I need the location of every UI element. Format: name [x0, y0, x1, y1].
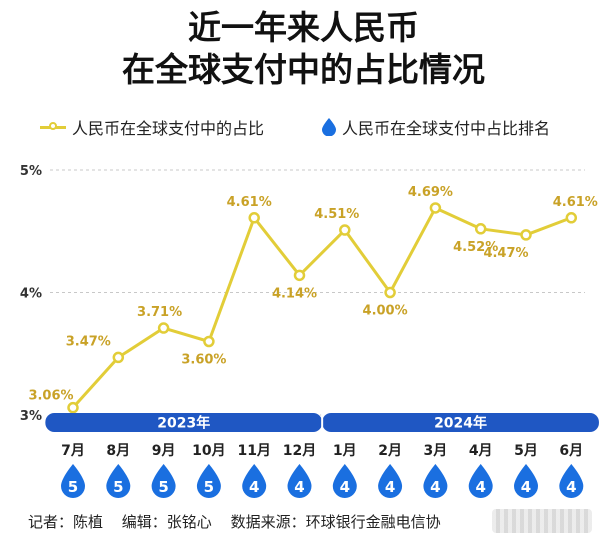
year-label: 2023年	[157, 415, 210, 432]
footer: 记者：陈植 编辑：张铭心 数据来源：环球银行金融电信协	[28, 511, 455, 532]
footer-source: 数据来源：环球银行金融电信协	[230, 513, 441, 531]
rank-value-label: 4	[340, 478, 350, 496]
rank-value-label: 4	[294, 478, 304, 496]
data-point	[157, 322, 170, 334]
data-point	[429, 202, 442, 214]
data-point	[339, 224, 351, 236]
rank-drop-marker	[151, 464, 176, 498]
rank-drop-marker	[468, 464, 493, 498]
data-point	[384, 286, 396, 299]
x-tick-label: 12月	[283, 443, 316, 459]
rank-drop-marker	[106, 464, 131, 498]
rank-value-label: 5	[158, 478, 168, 496]
data-point	[565, 212, 578, 224]
rank-value-label: 4	[385, 478, 395, 496]
x-tick-label: 10月	[192, 443, 225, 459]
rank-drop-marker	[423, 464, 448, 498]
data-label: 4.00%	[363, 304, 408, 319]
data-point	[112, 351, 125, 364]
legend-item-rank: 人民币在全球支付中占比排名	[322, 115, 550, 139]
x-tick-label: 1月	[333, 443, 357, 459]
rank-drop-marker	[287, 464, 312, 498]
y-tick-label: 5%	[20, 164, 42, 179]
year-band	[322, 413, 599, 432]
footer-editor: 编辑：张铭心	[121, 513, 212, 531]
data-label: 4.69%	[408, 185, 453, 200]
rank-value-label: 4	[249, 478, 259, 496]
footer-reporter: 记者：陈植	[28, 513, 104, 531]
legend-share-label: 人民币在全球支付中的占比	[72, 119, 265, 138]
data-label: 3.06%	[28, 389, 73, 404]
legend-item-share: 人民币在全球支付中的占比	[40, 115, 264, 139]
data-label: 4.51%	[314, 207, 359, 222]
rank-drop-marker	[61, 464, 85, 498]
year-label: 2024年	[434, 415, 487, 432]
series-line-share	[71, 206, 572, 409]
y-tick-label: 4%	[20, 287, 42, 302]
data-label: 3.47%	[66, 334, 111, 349]
chart-title-line-2: 在全球支付中的占比情况	[122, 50, 485, 89]
data-point	[293, 269, 306, 282]
x-tick-label: 5月	[514, 443, 538, 459]
rank-value-label: 5	[113, 478, 123, 496]
legend-rank-label: 人民币在全球支付中占比排名	[342, 119, 551, 138]
x-tick-label: 2月	[378, 443, 402, 459]
data-point	[248, 212, 260, 224]
watermark	[492, 509, 592, 533]
data-point	[203, 335, 215, 348]
data-label: 4.61%	[553, 195, 598, 210]
legend: 人民币在全球支付中的占比 人民币在全球支付中占比排名	[0, 115, 607, 139]
data-point	[474, 223, 487, 235]
x-tick-label: 7月	[61, 443, 85, 459]
data-label: 3.60%	[181, 353, 226, 368]
x-tick-label: 3月	[424, 443, 448, 459]
legend-line-marker	[40, 121, 66, 130]
data-label: 3.71%	[137, 305, 182, 320]
rank-value-label: 4	[475, 478, 485, 496]
rank-value-label: 4	[521, 478, 531, 496]
data-label: 4.14%	[272, 286, 317, 301]
x-tick-label: 9月	[152, 443, 176, 459]
chart-title-line-1: 近一年来人民币	[188, 8, 419, 47]
drop-icon	[322, 118, 336, 136]
data-label: 4.61%	[227, 195, 272, 210]
rank-value-label: 5	[204, 478, 214, 496]
rank-drop-marker	[242, 464, 267, 499]
data-point	[67, 401, 79, 414]
rank-drop-marker	[332, 464, 357, 498]
x-tick-label: 8月	[106, 443, 130, 459]
x-tick-label: 6月	[559, 443, 583, 459]
rank-drop-marker	[196, 464, 221, 498]
x-tick-label: 4月	[469, 443, 493, 459]
rank-value-label: 4	[430, 478, 440, 496]
rank-value-label: 5	[68, 478, 78, 496]
rank-drop-marker	[378, 464, 403, 498]
data-label: 4.47%	[483, 246, 528, 261]
data-point	[520, 229, 532, 241]
rank-drop-marker	[559, 464, 584, 498]
x-tick-label: 11月	[237, 443, 270, 459]
data-label: 4.52%	[453, 240, 498, 255]
rank-value-label: 4	[566, 478, 576, 496]
year-band	[45, 413, 323, 432]
y-tick-label: 3%	[20, 409, 42, 424]
rank-drop-marker	[514, 464, 538, 498]
